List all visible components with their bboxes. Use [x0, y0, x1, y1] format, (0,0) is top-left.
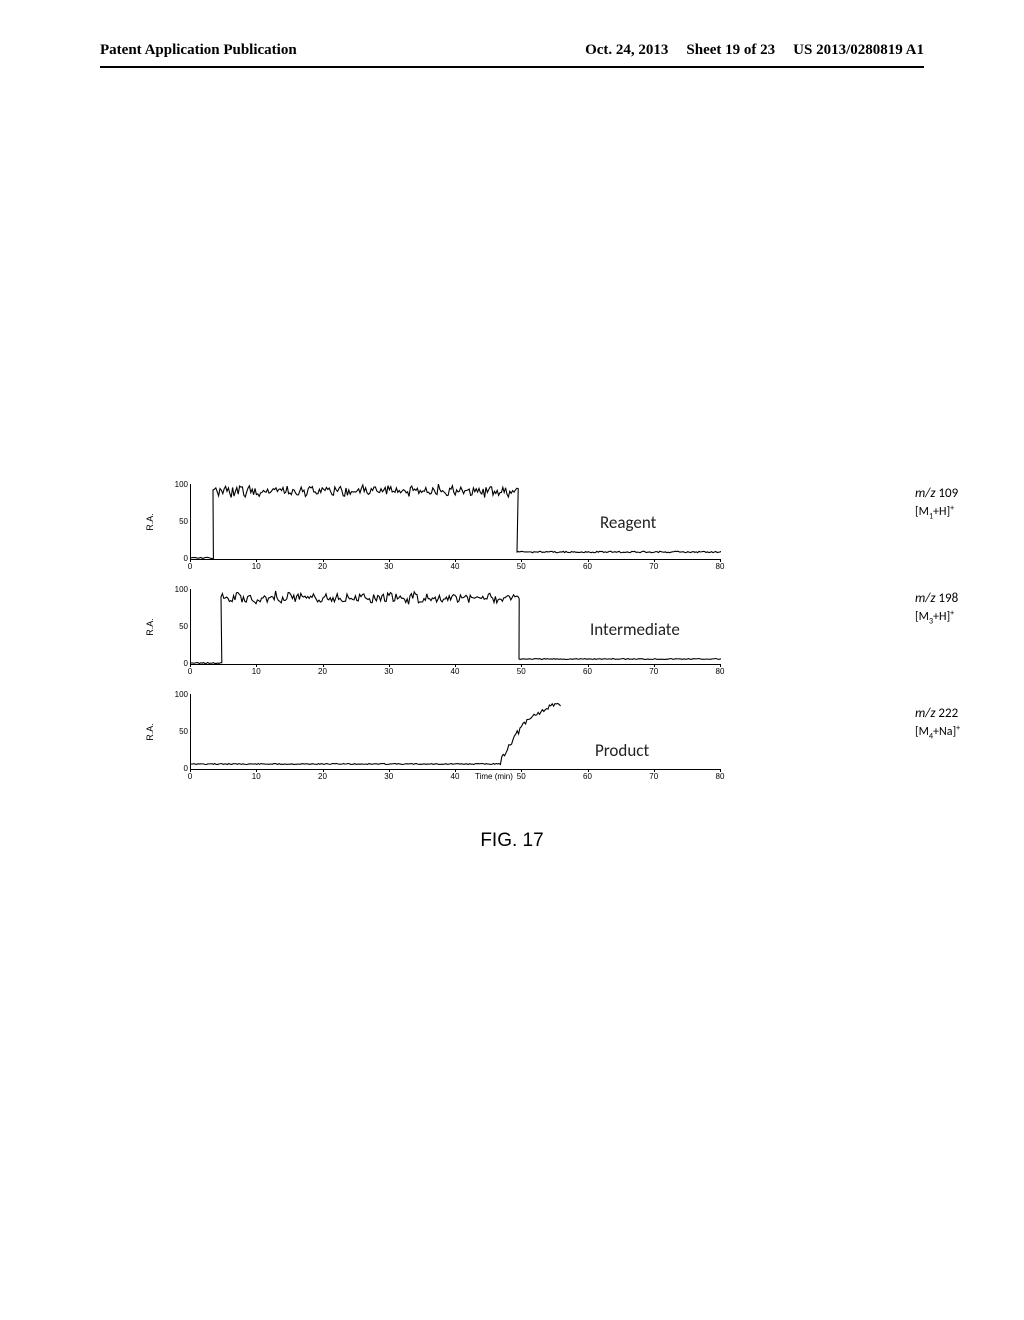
chart-panel: R.A.10050001020304050607080Time (min)Pro…	[150, 690, 910, 790]
x-tick-label: 40	[451, 772, 460, 781]
mz-annotation: m/z 109[M1+H]+	[915, 486, 1000, 522]
x-tick-label: 10	[252, 667, 261, 676]
chart-panel: R.A.10050001020304050607080Intermediatem…	[150, 585, 910, 685]
x-tick-label: 40	[451, 562, 460, 571]
x-tick-label: 20	[318, 667, 327, 676]
y-tick-label: 50	[179, 623, 188, 631]
y-axis: R.A.100500	[150, 694, 190, 770]
x-tick-label: 0	[188, 562, 192, 571]
x-tick-label: 80	[716, 667, 725, 676]
series-label: Intermediate	[590, 619, 680, 640]
x-tick-label: 30	[384, 772, 393, 781]
x-tick-label: 70	[649, 562, 658, 571]
x-tick-label: 70	[649, 772, 658, 781]
x-tick-label: 80	[716, 772, 725, 781]
header-sheet: Sheet 19 of 23	[686, 42, 775, 59]
x-tick-label: 80	[716, 562, 725, 571]
mz-annotation: m/z 198[M3+H]+	[915, 591, 1000, 627]
x-tick-label: 60	[583, 772, 592, 781]
y-tick-label: 50	[179, 518, 188, 526]
y-tick-label: 100	[175, 691, 188, 699]
series-label: Product	[595, 740, 649, 761]
header-pub-type: Patent Application Publication	[100, 42, 297, 59]
y-axis-label: R.A.	[146, 723, 155, 741]
x-tick-label: 40	[451, 667, 460, 676]
x-tick-label: 20	[318, 772, 327, 781]
x-tick-label: 20	[318, 562, 327, 571]
y-axis: R.A.100500	[150, 589, 190, 665]
x-tick-label: 10	[252, 562, 261, 571]
x-axis: 01020304050607080	[190, 772, 720, 786]
chart-panel: R.A.10050001020304050607080Reagentm/z 10…	[150, 480, 910, 580]
x-tick-label: 30	[384, 562, 393, 571]
y-tick-label: 100	[175, 586, 188, 594]
y-tick-label: 100	[175, 481, 188, 489]
x-axis: 01020304050607080	[190, 562, 720, 576]
x-axis: 01020304050607080	[190, 667, 720, 681]
x-tick-label: 50	[517, 562, 526, 571]
figure: R.A.10050001020304050607080Reagentm/z 10…	[150, 480, 910, 800]
x-tick-label: 10	[252, 772, 261, 781]
header-pubno: US 2013/0280819 A1	[793, 42, 924, 59]
figure-caption: FIG. 17	[0, 830, 1024, 852]
y-axis: R.A.100500	[150, 484, 190, 560]
header-rule	[100, 66, 924, 68]
x-tick-label: 30	[384, 667, 393, 676]
mz-annotation: m/z 222[M4+Na]+	[915, 706, 1000, 742]
trace-line	[191, 704, 561, 765]
x-tick-label: 70	[649, 667, 658, 676]
x-tick-label: 60	[583, 562, 592, 571]
page-header: Patent Application Publication Oct. 24, …	[0, 42, 1024, 59]
series-label: Reagent	[600, 512, 656, 533]
y-axis-label: R.A.	[146, 513, 155, 531]
x-tick-label: 0	[188, 772, 192, 781]
x-tick-label: 60	[583, 667, 592, 676]
y-axis-label: R.A.	[146, 618, 155, 636]
x-tick-label: 0	[188, 667, 192, 676]
header-date: Oct. 24, 2013	[585, 42, 668, 59]
y-tick-label: 50	[179, 728, 188, 736]
x-tick-label: 50	[517, 772, 526, 781]
x-tick-label: 50	[517, 667, 526, 676]
x-axis-label: Time (min)	[475, 772, 513, 781]
